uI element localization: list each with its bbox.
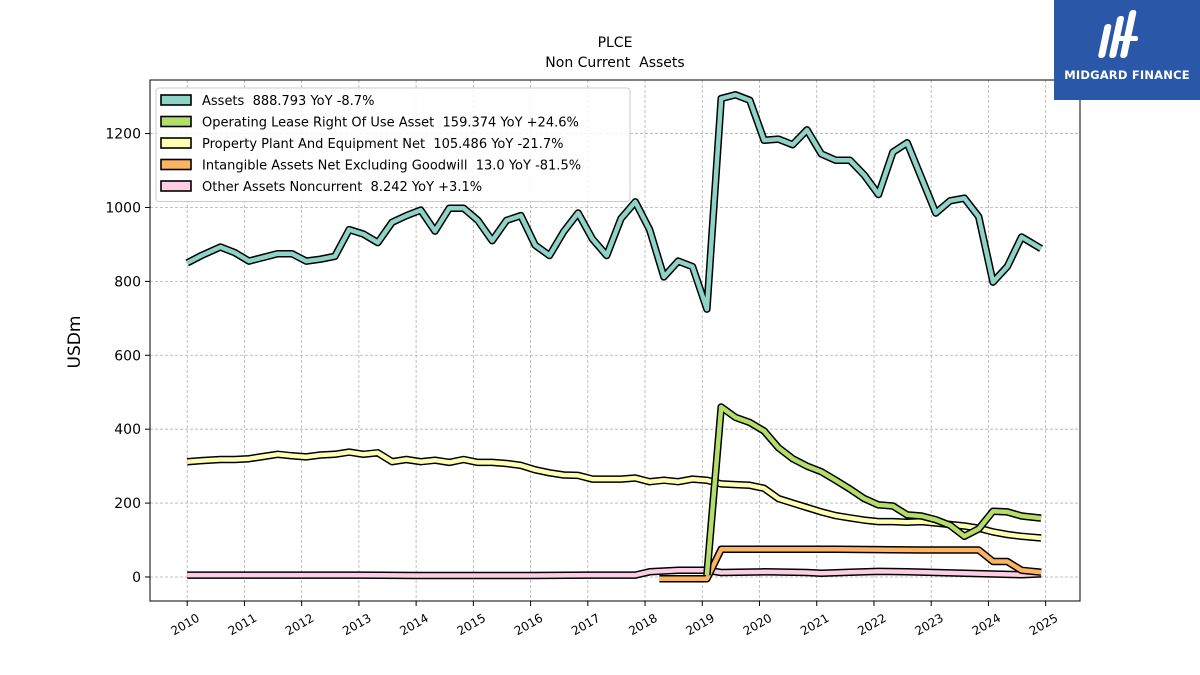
legend-swatch: [160, 158, 192, 171]
legend-swatch: [160, 115, 192, 128]
y-tick-label: 800: [114, 274, 141, 290]
y-tick-label: 1000: [105, 200, 141, 216]
y-tick-label: 600: [114, 348, 141, 364]
legend-label: Other Assets Noncurrent 8.242 YoY +3.1%: [202, 180, 482, 195]
legend-swatch: [160, 94, 192, 106]
brand-name: MIDGARD FINANCE: [1064, 68, 1190, 82]
y-axis-label: USDm: [65, 316, 85, 369]
y-tick-label: 200: [114, 496, 141, 512]
y-tick-label: 1200: [105, 127, 141, 143]
y-tick-label: 0: [132, 570, 141, 586]
plot-frame: [149, 79, 1081, 602]
legend-label: Intangible Assets Net Excluding Goodwill…: [202, 159, 581, 174]
chart-subtitle: Non Current Assets: [545, 55, 684, 71]
brand-logo: MIDGARD FINANCE: [1054, 0, 1200, 100]
legend-label: Operating Lease Right Of Use Asset 159.3…: [202, 116, 579, 131]
series-line: [187, 449, 1042, 541]
series-line: [186, 92, 1043, 312]
legend-swatch: [160, 180, 192, 192]
series-lines: [185, 91, 1044, 583]
legend-box: [155, 87, 631, 202]
legend: Assets 888.793 YoY -8.7% Operating Lease …: [155, 87, 631, 202]
legend-label: Assets 888.793 YoY -8.7%: [202, 94, 374, 109]
series-line: [704, 404, 1042, 576]
chart-title: PLCE: [598, 35, 633, 51]
y-tick-label: 400: [114, 422, 141, 438]
legend-label: Property Plant And Equipment Net 105.486…: [202, 137, 563, 152]
midgard-logo-icon: [1098, 10, 1138, 58]
legend-swatch: [160, 137, 192, 149]
